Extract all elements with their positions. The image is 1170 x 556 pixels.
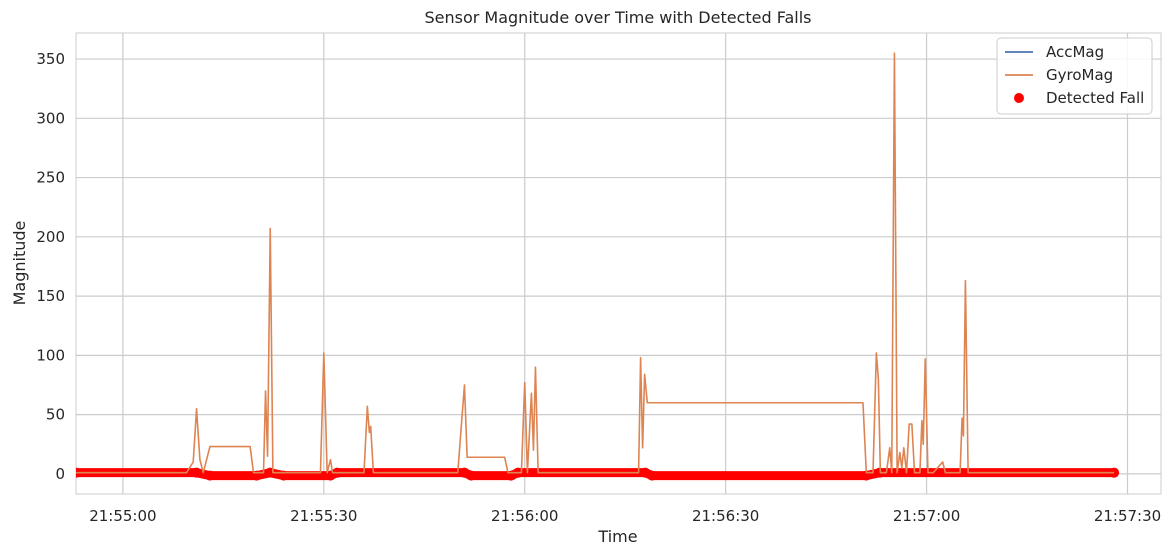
legend-label: Detected Fall [1046, 89, 1144, 107]
x-tick-label: 21:56:00 [491, 507, 558, 525]
x-tick-labels: 21:55:00 21:55:30 21:56:00 21:56:30 21:57:00… [89, 507, 1161, 525]
series-line-gyromag [76, 52, 1115, 474]
detected-fall-point [466, 470, 477, 481]
y-tick-label: 200 [36, 228, 65, 246]
legend-label: GyroMag [1046, 66, 1113, 84]
series-layer [76, 52, 1120, 481]
detected-fall-point [191, 467, 202, 478]
plot-area [75, 32, 1162, 495]
x-tick-label: 21:57:30 [1094, 507, 1161, 525]
y-tick-label: 150 [36, 287, 65, 305]
detected-fall-point [204, 470, 215, 481]
y-tick-label: 350 [36, 50, 65, 68]
detected-fall-point [646, 470, 657, 481]
y-tick-label: 300 [36, 109, 65, 127]
chart-title: Sensor Magnitude over Time with Detected… [424, 8, 811, 27]
x-tick-label: 21:56:30 [692, 507, 759, 525]
y-tick-labels: 0 50 100 150 200 250 300 350 [36, 50, 65, 483]
x-tick-label: 21:57:00 [893, 507, 960, 525]
legend: AccMag GyroMag Detected Fall [996, 37, 1153, 115]
y-tick-label: 0 [55, 465, 65, 483]
legend-box [996, 37, 1153, 115]
legend-label: AccMag [1046, 43, 1104, 61]
x-tick-label: 21:55:30 [290, 507, 357, 525]
y-tick-label: 100 [36, 346, 65, 364]
legend-swatch [1014, 93, 1024, 103]
y-tick-label: 50 [46, 406, 65, 424]
y-tick-label: 250 [36, 169, 65, 187]
x-axis-label: Time [597, 527, 637, 546]
y-axis-label: Magnitude [10, 221, 29, 306]
x-tick-label: 21:55:00 [89, 507, 156, 525]
